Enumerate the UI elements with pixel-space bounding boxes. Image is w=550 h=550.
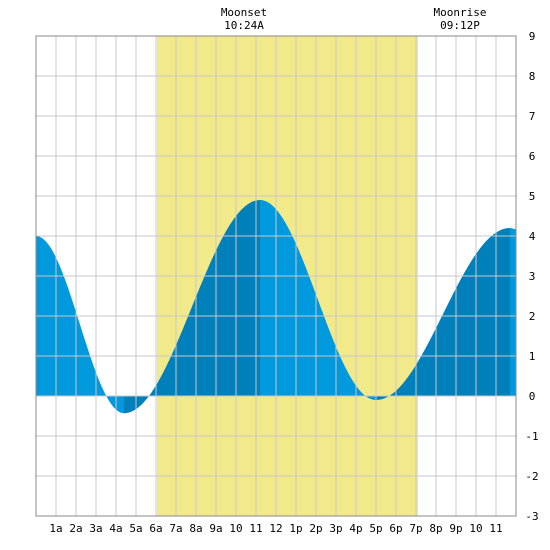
- x-tick-label: 9p: [449, 522, 462, 535]
- x-tick-label: 3p: [329, 522, 342, 535]
- y-tick-label: 0: [529, 390, 536, 403]
- x-tick-label: 8p: [429, 522, 442, 535]
- plot-frame: [35, 35, 517, 517]
- x-tick-label: 7a: [169, 522, 182, 535]
- x-tick-label: 4p: [349, 522, 362, 535]
- x-tick-label: 10: [469, 522, 482, 535]
- y-tick-label: -3: [525, 510, 538, 523]
- moonset-time: 10:24A: [224, 19, 264, 32]
- moon-events-layer: Moonset 10:24A Moonrise 09:12P: [221, 6, 487, 32]
- axis-layer: 1a 2a 3a 4a 5a 6a 7a 8a 9a 10 11 12 1p 2p 3p 4p 5p 6p 7p 8p…: [49, 30, 538, 535]
- x-tick-label: 7p: [409, 522, 422, 535]
- y-tick-label: -1: [525, 430, 538, 443]
- rising-tide-area: [124, 200, 260, 414]
- y-tick-label: 8: [529, 70, 536, 83]
- falling-tide-area: [260, 200, 376, 400]
- x-tick-label: 5p: [369, 522, 382, 535]
- y-tick-label: 3: [529, 270, 536, 283]
- y-tick-label: 4: [529, 230, 536, 243]
- x-tick-label: 8a: [189, 522, 202, 535]
- x-tick-label: 2p: [309, 522, 322, 535]
- moonrise-label: Moonrise: [434, 6, 487, 19]
- x-tick-label: 5a: [129, 522, 142, 535]
- x-tick-label: 2a: [69, 522, 82, 535]
- falling-tide-area: [510, 228, 516, 396]
- x-tick-label: 1p: [289, 522, 302, 535]
- x-tick-label: 11: [489, 522, 502, 535]
- moonrise-time: 09:12P: [440, 19, 480, 32]
- y-tick-label: 1: [529, 350, 536, 363]
- y-tick-label: 9: [529, 30, 536, 43]
- x-tick-label: 6p: [389, 522, 402, 535]
- falling-tide-area: [36, 236, 124, 414]
- x-tick-label: 12: [269, 522, 282, 535]
- x-tick-label: 11: [249, 522, 262, 535]
- x-tick-label: 6a: [149, 522, 162, 535]
- y-tick-label: -2: [525, 470, 538, 483]
- x-tick-label: 4a: [109, 522, 122, 535]
- x-tick-label: 10: [229, 522, 242, 535]
- y-tick-label: 7: [529, 110, 536, 123]
- y-tick-label: 2: [529, 310, 536, 323]
- moonset-label: Moonset: [221, 6, 267, 19]
- y-tick-label: 6: [529, 150, 536, 163]
- x-tick-label: 9a: [209, 522, 222, 535]
- x-tick-label: 1a: [49, 522, 62, 535]
- grid-layer: [35, 35, 517, 517]
- y-tick-label: 5: [529, 190, 536, 203]
- x-tick-label: 3a: [89, 522, 102, 535]
